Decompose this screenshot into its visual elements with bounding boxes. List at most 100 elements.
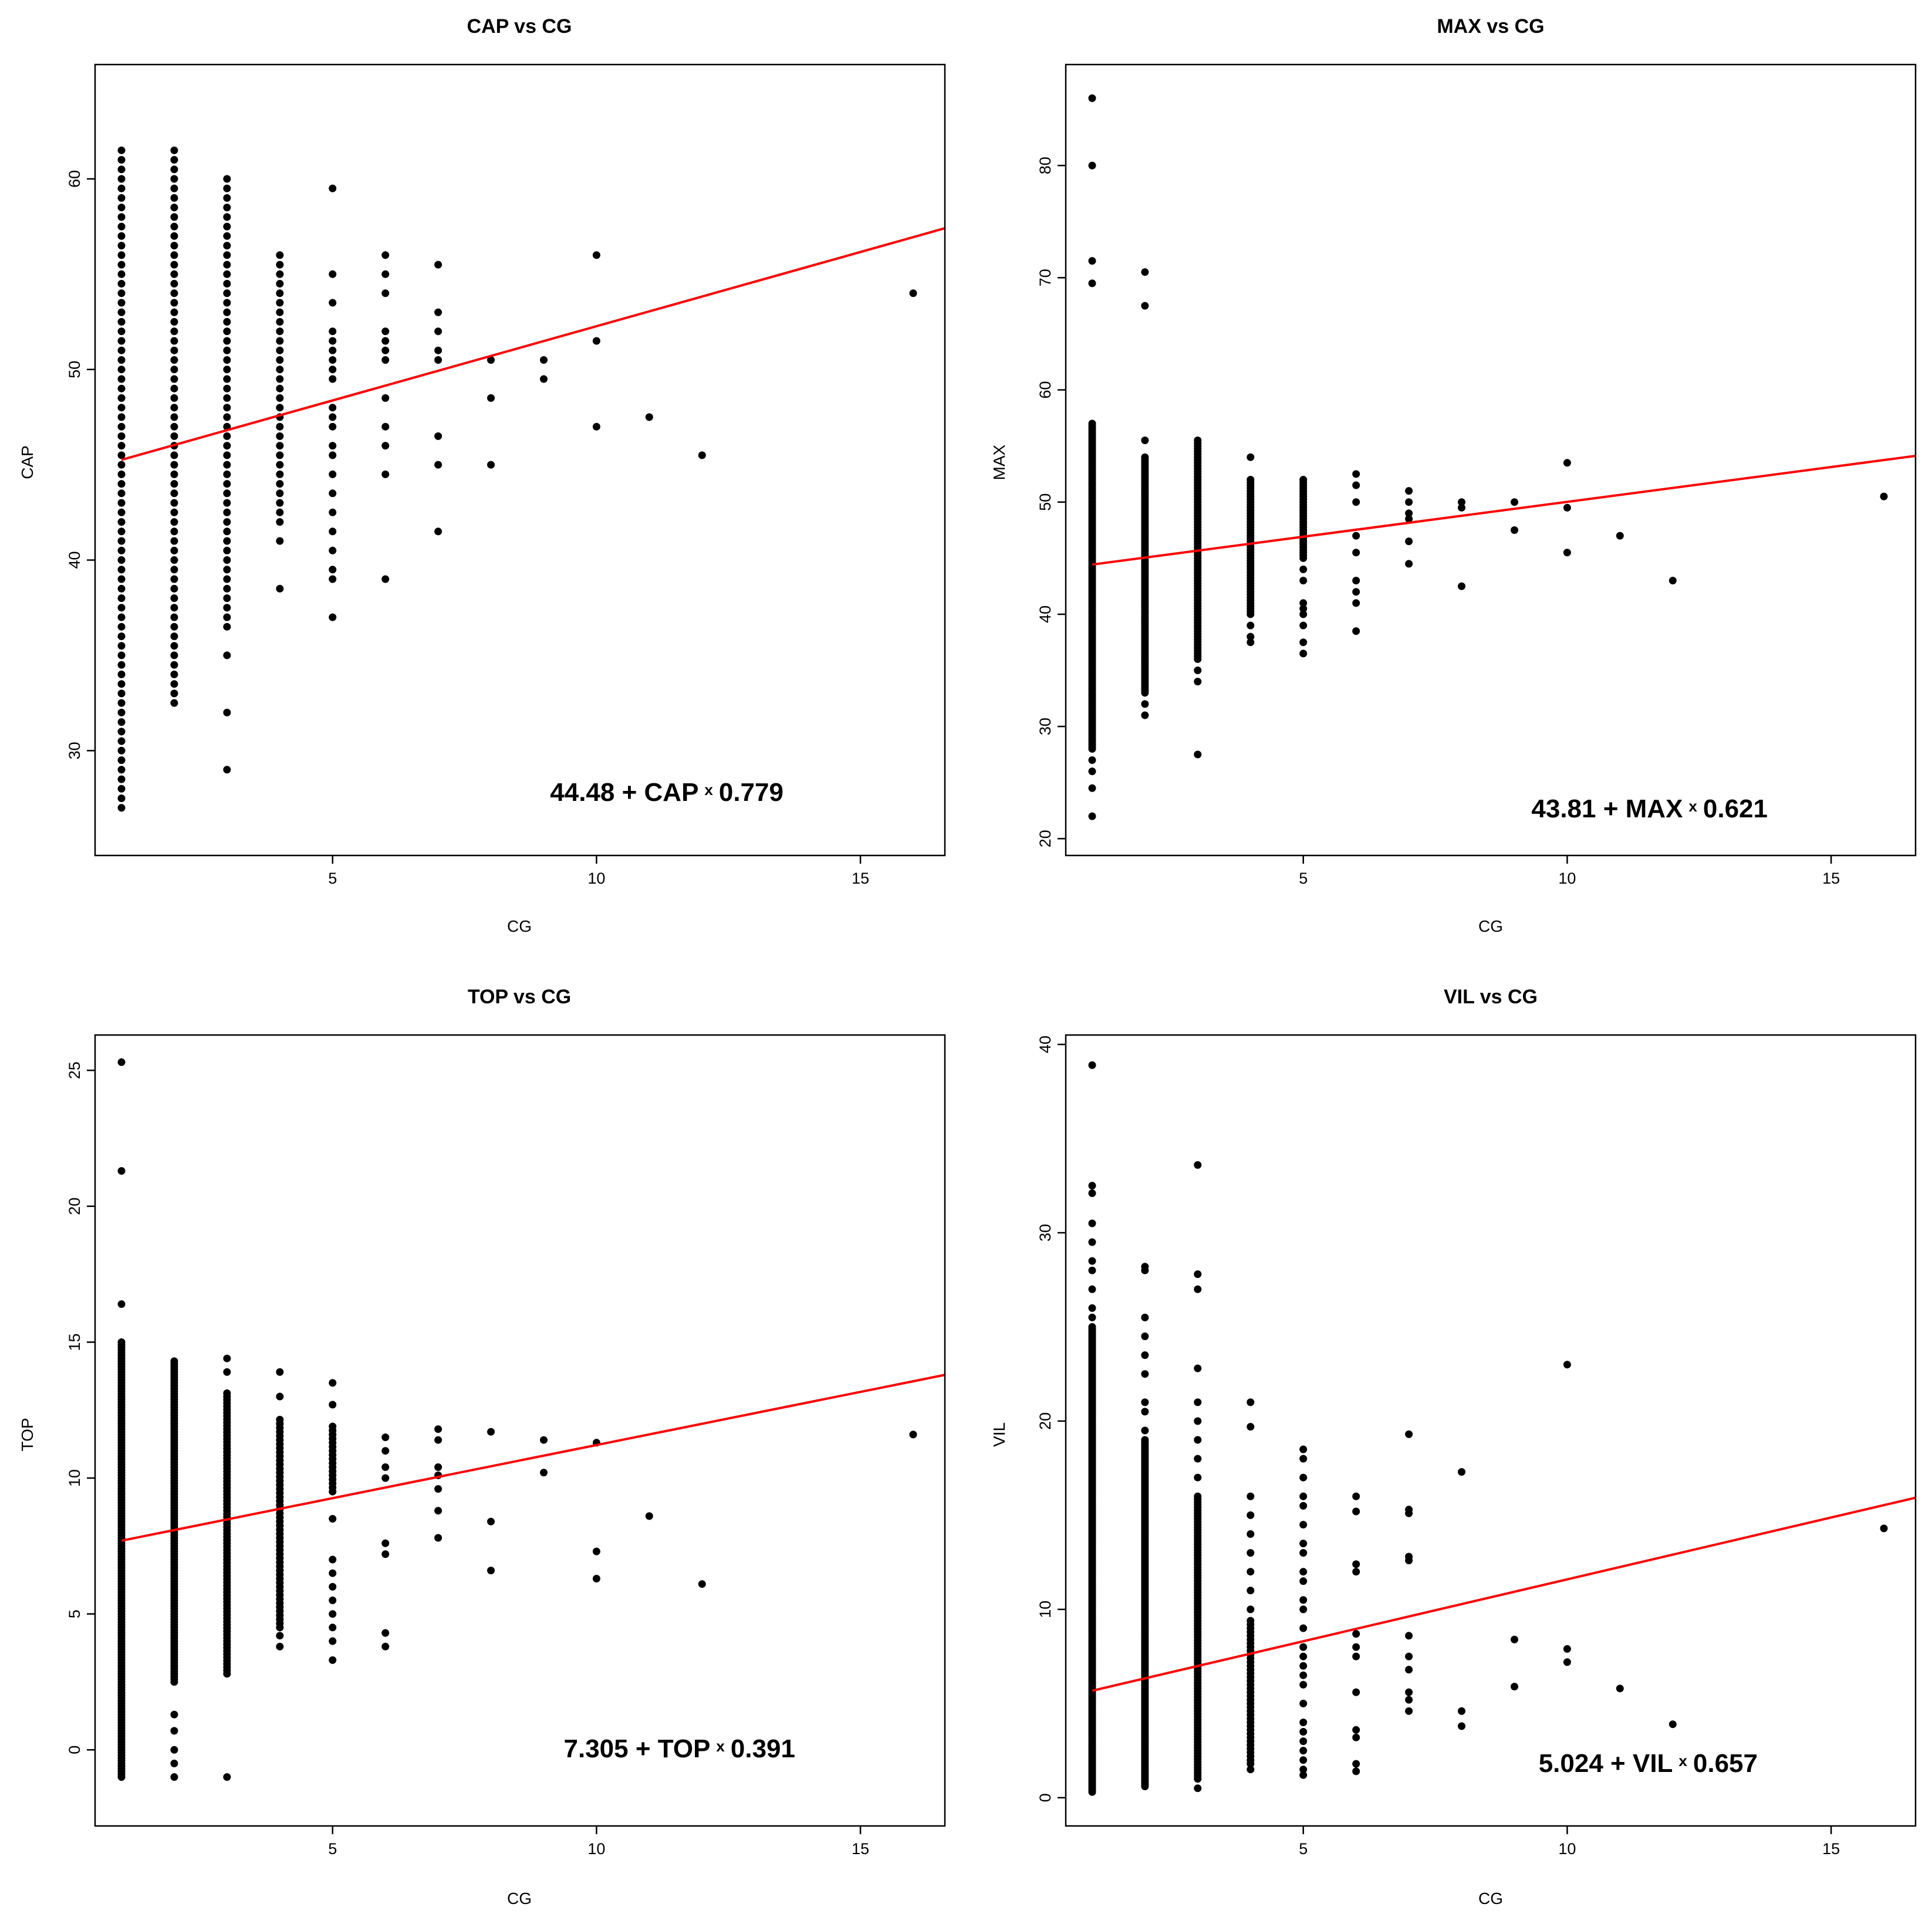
data-point [434, 1463, 443, 1471]
data-point [223, 489, 231, 498]
data-point [540, 1436, 548, 1444]
equation-intercept: 44.48 [550, 778, 614, 807]
data-point [1616, 532, 1624, 540]
x-axis: 5 10 15 [328, 855, 869, 887]
y-tick-label: 40 [66, 552, 83, 569]
data-point [117, 480, 126, 488]
data-point [1299, 1771, 1308, 1779]
data-point [276, 261, 284, 269]
data-point [223, 518, 231, 526]
x-tick-label: 5 [328, 870, 337, 887]
data-point [1141, 268, 1149, 276]
y-tick-label: 30 [66, 742, 83, 759]
data-point [1299, 476, 1308, 483]
scatter-points [1088, 1061, 1888, 1796]
data-point [1352, 1643, 1360, 1651]
data-point [1405, 1666, 1413, 1674]
equation-times: x [704, 781, 713, 799]
data-point [117, 670, 126, 678]
data-point [329, 184, 337, 192]
chart-title: VIL vs CG [1444, 986, 1538, 1008]
data-point [381, 327, 390, 336]
data-point [117, 366, 126, 374]
data-point [1088, 1266, 1096, 1274]
data-point [1616, 1685, 1624, 1693]
data-point [117, 318, 126, 326]
data-point [276, 470, 284, 478]
data-point [1299, 604, 1308, 613]
data-point [1194, 678, 1202, 686]
data-point [170, 384, 178, 393]
data-point [223, 604, 231, 612]
data-point [329, 575, 337, 583]
data-point [1247, 638, 1255, 647]
data-point [170, 204, 178, 212]
data-point [170, 489, 178, 498]
data-point [223, 546, 231, 554]
data-point [1405, 487, 1413, 495]
data-point [223, 404, 231, 412]
data-point [117, 270, 126, 278]
data-point [117, 432, 126, 440]
data-point [117, 155, 126, 164]
data-point [381, 1550, 390, 1558]
data-point [223, 556, 231, 564]
data-point [1299, 565, 1308, 573]
data-point [117, 346, 126, 354]
data-point [117, 775, 126, 783]
data-point [117, 261, 126, 269]
data-point [1299, 1549, 1308, 1557]
data-point [223, 346, 231, 354]
regression-equation: 7.305 + TOP x 0.391 [564, 1734, 796, 1763]
data-point [1088, 1313, 1096, 1321]
data-point [223, 270, 231, 278]
data-point [223, 175, 231, 183]
y-tick-label: 0 [1036, 1793, 1054, 1802]
x-tick-label: 5 [1299, 1840, 1308, 1858]
data-point [434, 1534, 443, 1542]
data-point [592, 337, 600, 345]
data-point [381, 270, 390, 278]
data-point [170, 394, 178, 402]
data-point [434, 461, 443, 469]
x-axis: 5 10 15 [1299, 855, 1840, 887]
data-point [381, 1539, 390, 1547]
data-point [1299, 1662, 1308, 1670]
data-point [170, 470, 178, 478]
data-point [276, 422, 284, 431]
data-point [1405, 1557, 1413, 1564]
data-point [117, 146, 126, 154]
data-point [223, 527, 231, 536]
data-point [1299, 1455, 1308, 1463]
data-point [223, 356, 231, 364]
data-point [1194, 1436, 1202, 1444]
data-point [1299, 599, 1308, 607]
data-point [1194, 437, 1202, 444]
data-point [170, 165, 178, 174]
chart-title: CAP vs CG [467, 15, 572, 38]
data-point [434, 346, 443, 354]
data-point [1511, 498, 1518, 506]
y-axis-label: CAP [18, 445, 36, 479]
data-point [1299, 1624, 1308, 1632]
data-point [1194, 1784, 1202, 1793]
data-point [170, 699, 178, 707]
data-point [329, 1582, 337, 1591]
data-point [170, 499, 178, 507]
data-point [1088, 1257, 1096, 1265]
data-point [1194, 1285, 1202, 1293]
data-point [223, 413, 231, 421]
data-point [1247, 1398, 1255, 1406]
data-point [1299, 1756, 1308, 1764]
data-point [1299, 638, 1308, 647]
data-point [117, 404, 126, 412]
data-point [276, 375, 284, 383]
data-point [276, 346, 284, 354]
data-point [223, 470, 231, 478]
data-point [223, 1354, 231, 1362]
data-point [381, 346, 390, 354]
data-point [276, 537, 284, 545]
data-point [223, 337, 231, 345]
data-point [117, 575, 126, 583]
data-point [223, 242, 231, 250]
